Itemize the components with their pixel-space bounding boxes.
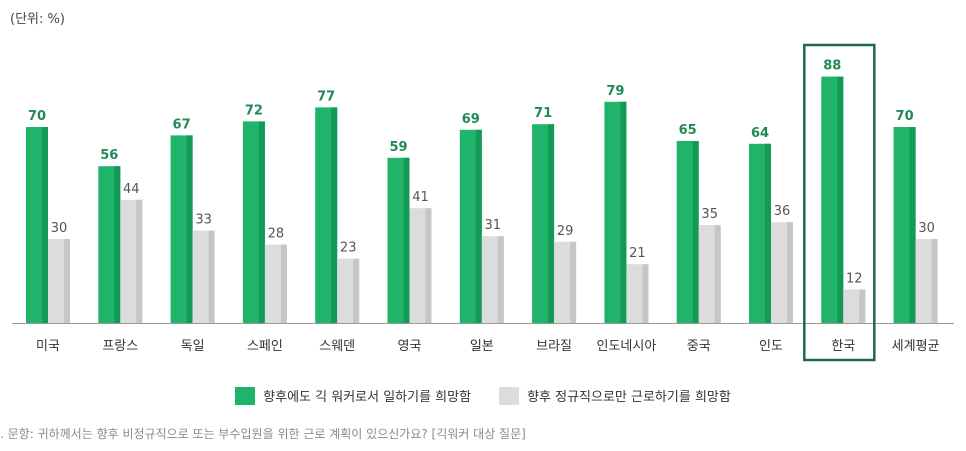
bar-series-a-shade <box>765 143 771 323</box>
data-label-series-a: 88 <box>823 59 841 74</box>
bar-series-b-shade <box>859 289 866 323</box>
data-label-series-b: 33 <box>195 213 212 228</box>
data-label-series-a: 70 <box>896 109 914 124</box>
bar-series-a-shade <box>186 135 193 323</box>
x-tick-label: 일본 <box>470 339 494 354</box>
bar-series-b-shade <box>714 225 721 323</box>
bar-series-a-shade <box>909 127 916 323</box>
x-tick-label: 스웨덴 <box>319 339 355 354</box>
data-label-series-b: 21 <box>629 246 646 261</box>
x-tick-label: 독일 <box>181 339 205 354</box>
bar-series-b-shade <box>931 239 938 323</box>
data-label-series-a: 67 <box>173 117 191 132</box>
bar-series-b-shade <box>136 199 143 323</box>
bar-series-a-shade <box>620 101 627 323</box>
x-tick-label: 중국 <box>687 339 711 354</box>
data-label-series-b: 31 <box>485 218 502 233</box>
bar-series-a-shade <box>692 141 699 323</box>
bar-series-b-shade <box>497 236 504 323</box>
data-label-series-a: 69 <box>462 112 480 127</box>
unit-label: (단위: %) <box>10 12 65 27</box>
bar-series-a-shade <box>258 121 265 324</box>
x-tick-label: 인도네시아 <box>596 339 656 354</box>
bar-chart: 70 30 미국 56 44 프랑스 67 33 독일 72 28 스페인 77 23 스웨덴 59 41 영국 6… <box>12 43 954 362</box>
x-tick-label: 세계평균 <box>892 339 940 354</box>
data-label-series-b: 29 <box>557 224 574 239</box>
bar-series-b-shade <box>64 239 70 323</box>
bar-series-b-shade <box>353 258 360 323</box>
legend-label-series-a: 향후에도 긱 워커로서 일하기를 희망함 <box>263 390 472 405</box>
data-label-series-a: 65 <box>679 123 697 138</box>
data-label-series-b: 36 <box>774 204 791 219</box>
bar-series-a-shade <box>403 157 410 323</box>
x-tick-label: 브라질 <box>536 339 572 354</box>
bar-series-a-shade <box>114 166 121 323</box>
data-label-series-b: 35 <box>701 207 718 222</box>
data-label-series-b: 41 <box>412 190 429 205</box>
x-tick-label: 프랑스 <box>102 339 138 354</box>
bar-series-b-shade <box>570 241 577 323</box>
x-tick-label: 미국 <box>36 339 60 354</box>
data-label-series-a: 77 <box>317 89 335 104</box>
data-label-series-b: 23 <box>340 241 357 256</box>
data-label-series-b: 44 <box>123 182 140 197</box>
bar-series-b-shade <box>425 208 432 323</box>
bar-series-b-shade <box>208 230 215 323</box>
x-tick-label: 인도 <box>759 339 783 354</box>
bar-series-b-shade <box>280 244 287 323</box>
data-label-series-a: 70 <box>28 109 46 124</box>
data-label-series-b: 30 <box>51 221 68 236</box>
bar-series-a-shade <box>475 129 482 323</box>
legend-swatch-gray <box>499 386 520 405</box>
data-label-series-b: 28 <box>268 227 285 242</box>
legend-item-series-a: 향후에도 긱 워커로서 일하기를 희망함 <box>235 386 471 405</box>
survey-note: . 문항: 귀하께서는 향후 비정규직으로 또는 부수입원을 위한 근로 계획이… <box>0 427 526 441</box>
legend-label-series-b: 향후 정규직으로만 근로하기를 희망함 <box>527 390 731 405</box>
legend-item-series-b: 향후 정규직으로만 근로하기를 희망함 <box>499 386 731 405</box>
bar-series-a-shade <box>837 76 844 323</box>
x-tick-label: 스페인 <box>247 339 283 354</box>
bar-series-b-shade <box>642 264 649 323</box>
data-label-series-a: 72 <box>245 103 263 118</box>
x-tick-label: 한국 <box>831 339 855 354</box>
data-label-series-a: 59 <box>389 140 407 155</box>
bar-series-a-shade <box>42 127 48 323</box>
data-label-series-a: 79 <box>606 84 624 99</box>
bar-series-a-shade <box>548 124 555 323</box>
data-label-series-b: 12 <box>846 271 863 286</box>
data-label-series-a: 64 <box>751 126 769 141</box>
bar-series-b-shade <box>787 222 793 323</box>
data-label-series-a: 56 <box>100 148 118 163</box>
highlight-box <box>803 43 876 362</box>
data-label-series-b: 30 <box>918 221 935 236</box>
data-label-series-a: 71 <box>534 106 552 121</box>
legend: 향후에도 긱 워커로서 일하기를 희망함 향후 정규직으로만 근로하기를 희망함 <box>0 386 966 405</box>
x-tick-label: 영국 <box>398 339 422 354</box>
bar-series-a-shade <box>331 107 338 324</box>
legend-swatch-green <box>235 386 256 405</box>
